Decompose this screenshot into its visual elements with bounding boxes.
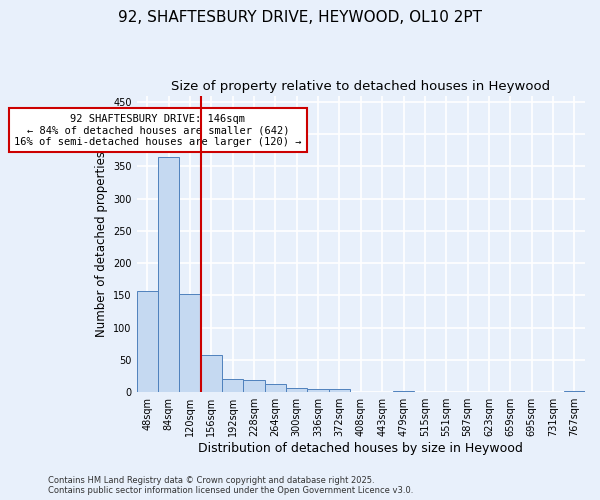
Bar: [563, 391, 585, 392]
Bar: [265, 384, 286, 392]
X-axis label: Distribution of detached houses by size in Heywood: Distribution of detached houses by size …: [199, 442, 523, 455]
Text: 92 SHAFTESBURY DRIVE: 146sqm
← 84% of detached houses are smaller (642)
16% of s: 92 SHAFTESBURY DRIVE: 146sqm ← 84% of de…: [14, 114, 302, 147]
Text: 92, SHAFTESBURY DRIVE, HEYWOOD, OL10 2PT: 92, SHAFTESBURY DRIVE, HEYWOOD, OL10 2PT: [118, 10, 482, 25]
Bar: [329, 389, 350, 392]
Bar: [137, 291, 158, 392]
Bar: [222, 380, 244, 392]
Bar: [244, 380, 265, 392]
Title: Size of property relative to detached houses in Heywood: Size of property relative to detached ho…: [171, 80, 550, 93]
Bar: [286, 388, 307, 392]
Bar: [158, 157, 179, 392]
Bar: [393, 391, 414, 392]
Text: Contains HM Land Registry data © Crown copyright and database right 2025.
Contai: Contains HM Land Registry data © Crown c…: [48, 476, 413, 495]
Y-axis label: Number of detached properties: Number of detached properties: [95, 151, 107, 337]
Bar: [200, 356, 222, 392]
Bar: [179, 294, 200, 392]
Bar: [307, 389, 329, 392]
